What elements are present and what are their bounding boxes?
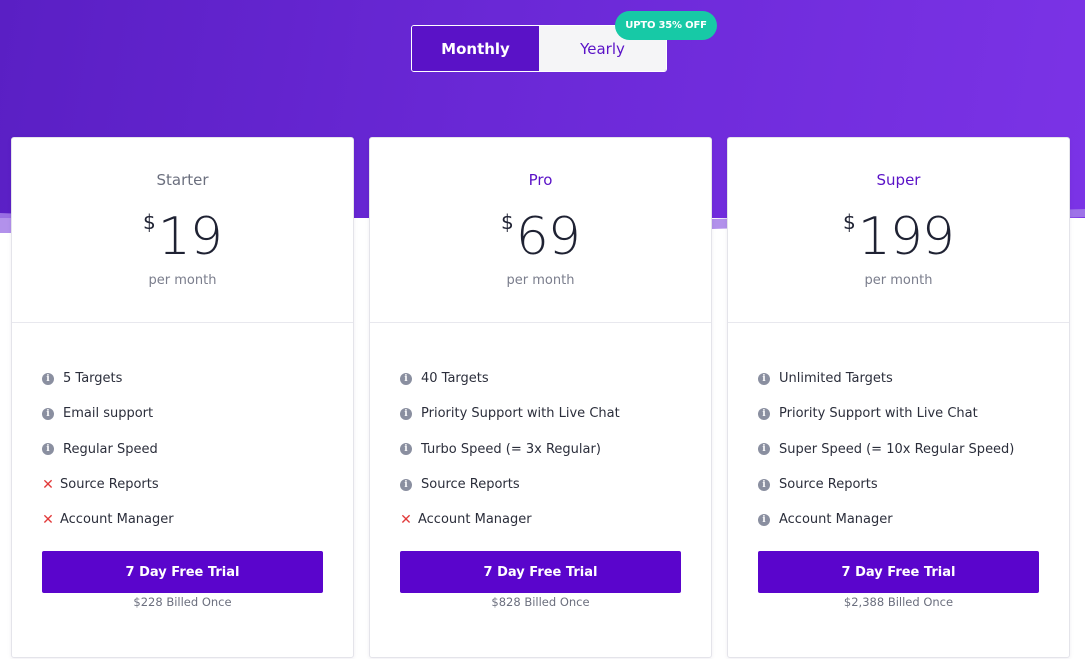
free-trial-button[interactable]: 7 Day Free Trial (42, 551, 323, 593)
plan-name: Super (876, 171, 921, 189)
info-icon[interactable]: i (758, 478, 770, 491)
feature-text: Source Reports (779, 477, 878, 493)
feature-list: i 40 Targets i Priority Support with Live C… (400, 361, 620, 537)
price-amount: 69 (515, 207, 581, 267)
feature-text: Priority Support with Live Chat (421, 406, 620, 422)
price-currency: $ (501, 210, 514, 234)
cross-icon: ✕ (42, 476, 54, 493)
billed-once-note: $2,388 Billed Once (843, 595, 954, 609)
price-amount: 199 (857, 207, 955, 267)
feature-item: ✕ Account Manager (400, 502, 620, 537)
plan-card-pro: Pro $ 69 per month i 40 Targets i Priority … (369, 137, 712, 658)
feature-text: Turbo Speed (= 3x Regular) (421, 441, 601, 457)
feature-item: ✕ Source Reports (42, 467, 174, 502)
feature-text: Source Reports (421, 477, 520, 493)
free-trial-button[interactable]: 7 Day Free Trial (758, 551, 1039, 593)
plan-name: Pro (528, 171, 553, 189)
info-icon[interactable]: i (758, 372, 770, 385)
price-currency: $ (143, 210, 156, 234)
plan-price: $ 19 (12, 208, 353, 266)
feature-item: i Unlimited Targets (758, 361, 1014, 396)
feature-text: Account Manager (418, 512, 532, 528)
price-period: per month (864, 273, 933, 288)
cross-icon: ✕ (400, 511, 412, 528)
feature-list: i 5 Targets i Email support i Regular Speed ✕ S… (42, 361, 174, 537)
feature-text: Priority Support with Live Chat (779, 406, 978, 422)
plan-card-header: Starter $ 19 per month (12, 138, 353, 323)
info-icon[interactable]: i (400, 443, 412, 456)
info-icon[interactable]: i (42, 443, 54, 456)
cross-icon: ✕ (42, 511, 54, 528)
price-period: per month (148, 273, 217, 288)
plan-price: $ 69 (370, 208, 711, 266)
feature-text: 40 Targets (421, 371, 489, 387)
plan-name: Starter (156, 171, 209, 189)
feature-item: i Priority Support with Live Chat (400, 396, 620, 431)
feature-text: Email support (63, 406, 154, 422)
feature-item: i Email support (42, 396, 174, 431)
info-icon[interactable]: i (400, 372, 412, 385)
feature-item: i Account Manager (758, 502, 1014, 537)
info-icon[interactable]: i (758, 407, 770, 420)
price-amount: 19 (157, 207, 223, 267)
billed-once-note: $228 Billed Once (133, 595, 232, 609)
feature-text: Account Manager (779, 512, 893, 528)
feature-text: Super Speed (= 10x Regular Speed) (779, 441, 1015, 457)
feature-list: i Unlimited Targets i Priority Support with… (758, 361, 1014, 537)
feature-item: i Source Reports (758, 467, 1014, 502)
feature-text: Unlimited Targets (779, 371, 893, 387)
feature-text: Source Reports (60, 477, 159, 493)
feature-item: ✕ Account Manager (42, 502, 174, 537)
info-icon[interactable]: i (42, 372, 54, 385)
feature-item: i Source Reports (400, 467, 620, 502)
plan-price: $ 199 (728, 208, 1069, 266)
feature-item: i Priority Support with Live Chat (758, 396, 1014, 431)
plan-card-starter: Starter $ 19 per month i 5 Targets i Email … (11, 137, 354, 658)
feature-text: 5 Targets (63, 371, 123, 387)
info-icon[interactable]: i (400, 478, 412, 491)
feature-text: Account Manager (60, 512, 174, 528)
price-period: per month (506, 273, 575, 288)
plan-card-super: Super $ 199 per month i Unlimited Targets… (727, 137, 1070, 658)
price-currency: $ (843, 210, 856, 234)
plan-card-header: Super $ 199 per month (728, 138, 1069, 323)
info-icon[interactable]: i (758, 513, 770, 526)
feature-item: i 5 Targets (42, 361, 174, 396)
billed-once-note: $828 Billed Once (491, 595, 590, 609)
discount-badge: UPTO 35% OFF (615, 11, 717, 40)
feature-text: Regular Speed (63, 441, 158, 457)
info-icon[interactable]: i (42, 407, 54, 420)
free-trial-button[interactable]: 7 Day Free Trial (400, 551, 681, 593)
feature-item: i 40 Targets (400, 361, 620, 396)
feature-item: i Turbo Speed (= 3x Regular) (400, 432, 620, 467)
monthly-toggle-button[interactable]: Monthly (412, 26, 539, 71)
info-icon[interactable]: i (758, 443, 770, 456)
info-icon[interactable]: i (400, 407, 412, 420)
feature-item: i Regular Speed (42, 432, 174, 467)
feature-item: i Super Speed (= 10x Regular Speed) (758, 432, 1014, 467)
plan-card-header: Pro $ 69 per month (370, 138, 711, 323)
